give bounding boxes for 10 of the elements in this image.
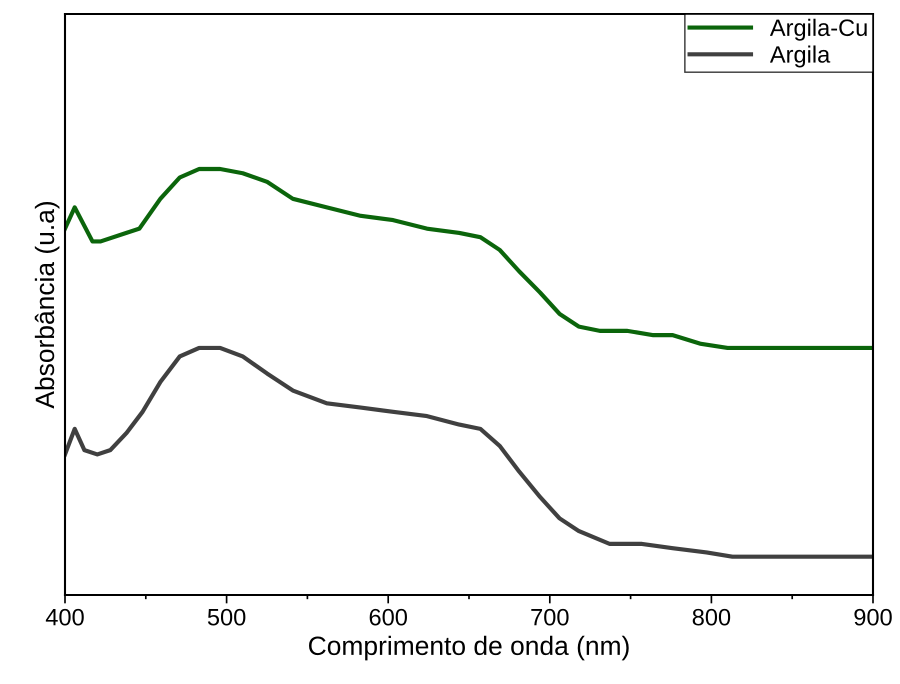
y-axis-title: Absorbância (u.a) (34, 202, 60, 409)
x-tick-label: 600 (370, 608, 407, 626)
x-tick-label: 800 (692, 608, 730, 626)
x-tick-label: 900 (854, 608, 892, 626)
x-axis-title: Comprimento de onda (nm) (309, 636, 629, 660)
legend-label: Argila (770, 45, 830, 68)
legend-label: Argila-Cu (770, 18, 867, 41)
x-tick-label: 400 (46, 608, 84, 626)
x-tick-label: 500 (208, 608, 246, 626)
x-tick-label: 700 (531, 608, 569, 626)
